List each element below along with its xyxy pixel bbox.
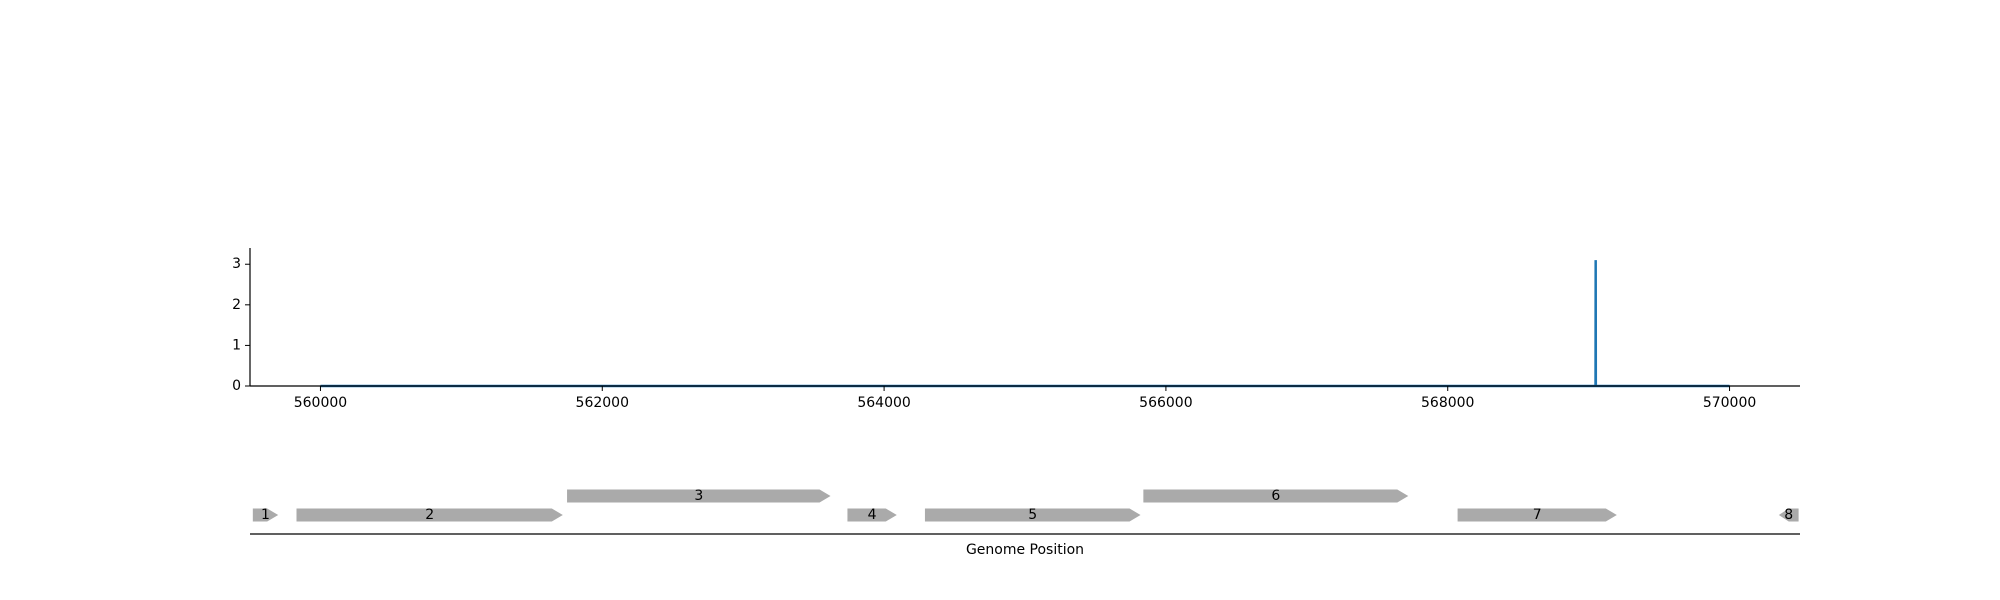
x-axis-ticks: 560000 562000 564000 566000 568000 570000	[294, 386, 1756, 411]
gene-features: 1 2 3 4 5 6 7 8	[252, 488, 1799, 523]
gene-arrow-2	[296, 508, 563, 522]
x-tick-label: 566000	[1139, 395, 1192, 411]
gene-track: 1 2 3 4 5 6 7 8 Genome Position	[250, 488, 1800, 558]
coverage-line-1	[320, 260, 1730, 388]
x-tick-label: 562000	[576, 395, 629, 411]
y-tick-label: 0	[232, 378, 241, 394]
x-tick-label: 570000	[1703, 395, 1756, 411]
gene-label-6: 6	[1271, 488, 1280, 504]
coverage-series	[320, 260, 1730, 388]
x-tick-label: 564000	[857, 395, 910, 411]
gene-arrow-4	[847, 508, 897, 522]
gene-arrow-3	[567, 489, 831, 503]
gene-track-xlabel: Genome Position	[966, 542, 1084, 558]
y-axis-ticks: 0 1 2 3	[232, 256, 250, 394]
y-tick-label: 2	[232, 297, 241, 313]
gene-arrow-1	[252, 508, 279, 522]
coverage-plot: 560000 562000 564000 566000 568000 570000 0 1 2…	[232, 248, 1800, 411]
gene-arrow-6	[1143, 489, 1409, 503]
gene-arrow-5	[924, 508, 1141, 522]
gene-label-1: 1	[261, 507, 270, 523]
gene-arrow-7	[1457, 508, 1617, 522]
y-tick-label: 1	[232, 337, 241, 353]
x-tick-label: 568000	[1421, 395, 1474, 411]
x-tick-label: 560000	[294, 395, 347, 411]
gene-label-7: 7	[1533, 507, 1542, 523]
gene-label-4: 4	[868, 507, 877, 523]
y-tick-label: 3	[232, 256, 241, 272]
gene-label-2: 2	[425, 507, 434, 523]
gene-arrow-8	[1778, 508, 1799, 522]
gene-label-3: 3	[694, 488, 703, 504]
gene-label-8: 8	[1784, 507, 1793, 523]
gene-label-5: 5	[1028, 507, 1037, 523]
